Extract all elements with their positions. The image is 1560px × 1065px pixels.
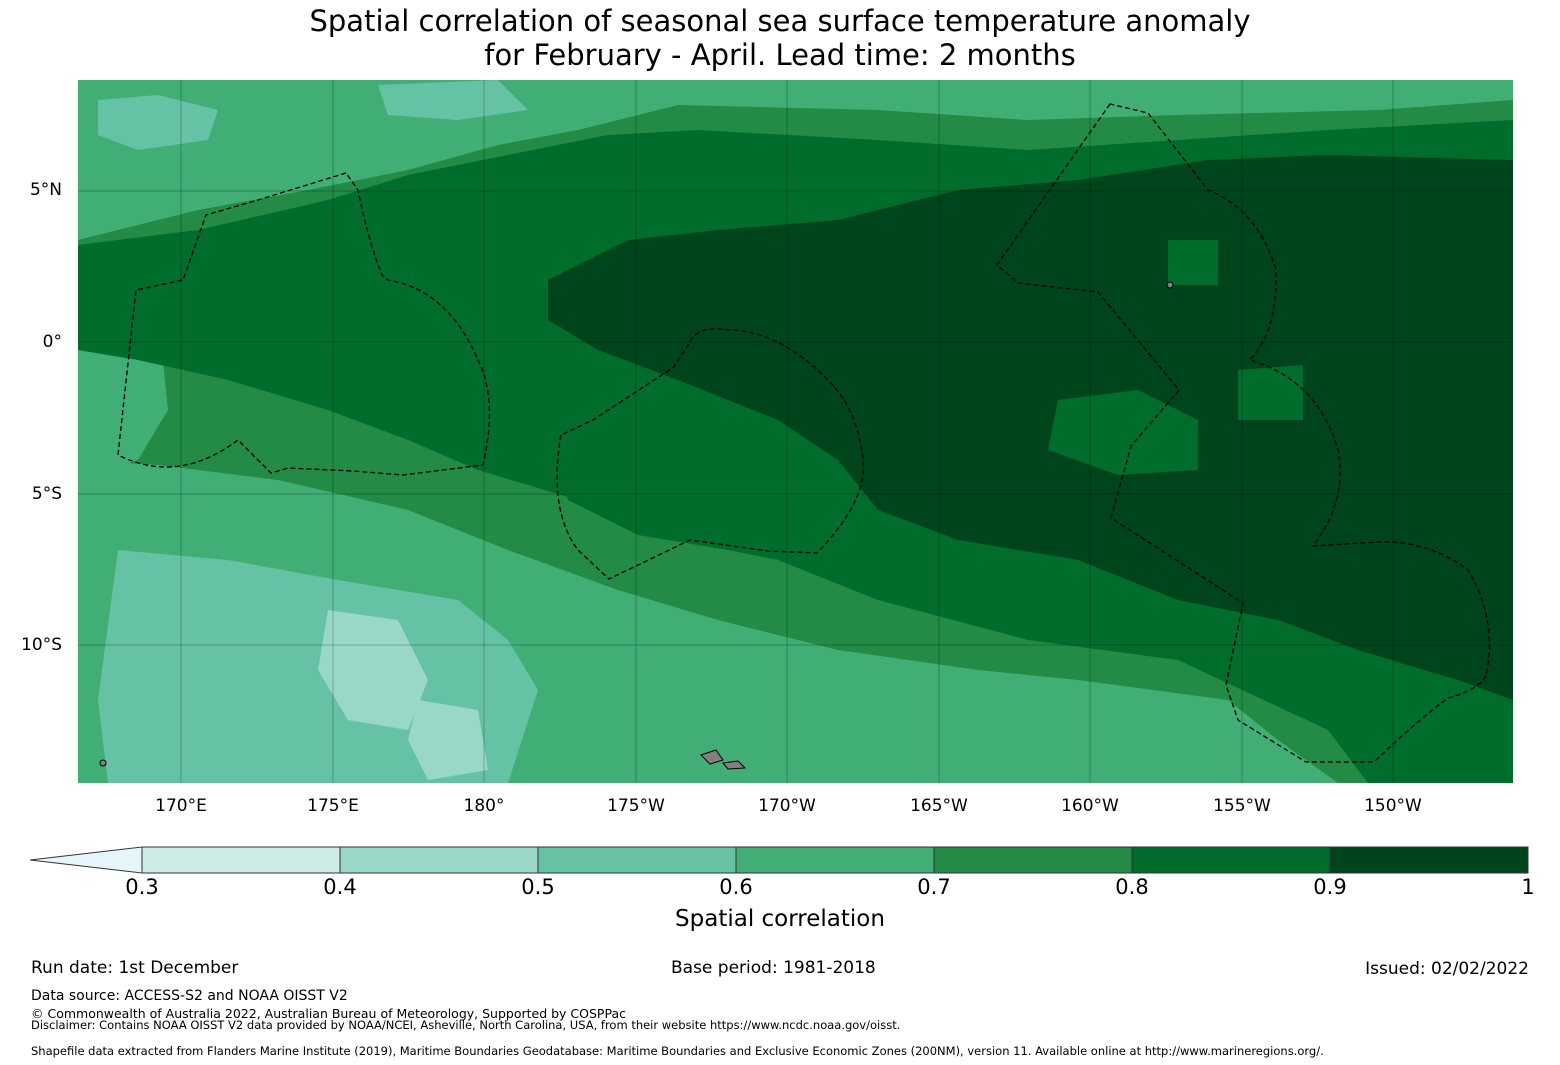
colorbar-tick-0-9: 0.9 [1313,875,1347,899]
zone-0-5-0-6-north-2 [378,80,528,120]
chart-title-line-2: for February - April. Lead time: 2 month… [484,38,1076,72]
colorbar-bin-0-7 [934,847,1132,873]
lat-label-0: 0° [42,332,62,352]
lat-label-5s: 5°S [31,484,62,504]
base-period: Base period: 1981-2018 [671,958,876,978]
land-tuvalu [99,759,107,767]
colorbar-bin-0-5 [538,847,736,873]
lon-label-165w: 165°W [910,796,968,816]
land-kiritimati [1166,281,1174,289]
colorbar-tick-0-3: 0.3 [125,875,159,899]
land-samoa-1 [700,749,724,765]
zone-0-4-0-5-south [318,610,428,730]
lon-label-170w: 170°W [758,796,816,816]
zone-patch-a [1168,240,1218,285]
lon-label-180: 180° [463,796,505,816]
disclaimer: Disclaimer: Contains NOAA OISST V2 data … [31,1018,901,1032]
issued-date: Issued: 02/02/2022 [1365,959,1529,979]
colorbar-tick-0-8: 0.8 [1115,875,1149,899]
lon-label-150w: 150°W [1364,796,1422,816]
gridlines [78,80,1513,783]
shapefile-credit: Shapefile data extracted from Flanders M… [31,1044,1324,1058]
colorbar-bin-0-8 [1132,847,1330,873]
zone-patch-d [548,405,858,550]
colorbar-bin-0-3 [142,847,340,873]
eez-phoenix [556,328,865,580]
colorbar-tick-0-5: 0.5 [521,875,555,899]
lon-label-160w: 160°W [1061,796,1119,816]
zone-patch-b [1238,365,1303,420]
lat-label-10s: 10°S [21,635,62,655]
zone-0-4-0-5-south-2 [408,700,488,780]
colorbar-bin-0-9 [1330,847,1528,873]
lon-label-155w: 155°W [1213,796,1271,816]
colorbar-tick-0-7: 0.7 [917,875,951,899]
colorbar [30,846,1529,874]
copyright: © Commonwealth of Australia 2022, Austra… [31,1006,626,1021]
data-source: Data source: ACCESS-S2 and NOAA OISST V2 [31,988,348,1004]
colorbar-dividers [141,846,1529,874]
zone-0-9-1 [548,155,1513,700]
land-features [99,281,1174,770]
map-canvas [78,80,1513,783]
eez-boundaries [117,103,1491,763]
correlation-map [78,80,1513,783]
colorbar-extend-arrow [30,846,143,874]
lon-label-175w: 175°W [607,796,665,816]
colorbar-tick-0-6: 0.6 [719,875,753,899]
land-samoa-2 [722,760,747,770]
colorbar-label: Spatial correlation [675,906,885,932]
run-date: Run date: 1st December [31,958,239,978]
lat-label-5n: 5°N [29,180,62,200]
colorbar-tick-0-4: 0.4 [323,875,357,899]
zone-0-6-0-7-north [78,80,1513,240]
zone-0-5-0-6-north [98,95,218,150]
colorbar-bin-0-4 [340,847,538,873]
colorbar-bin-0-6 [736,847,934,873]
lon-label-170e: 170°E [155,796,207,816]
lon-label-175e: 175°E [307,796,359,816]
chart-title-line-1: Spatial correlation of seasonal sea surf… [309,4,1251,38]
colorbar-tick-1: 1 [1521,875,1535,899]
eez-gilbert [117,172,491,476]
